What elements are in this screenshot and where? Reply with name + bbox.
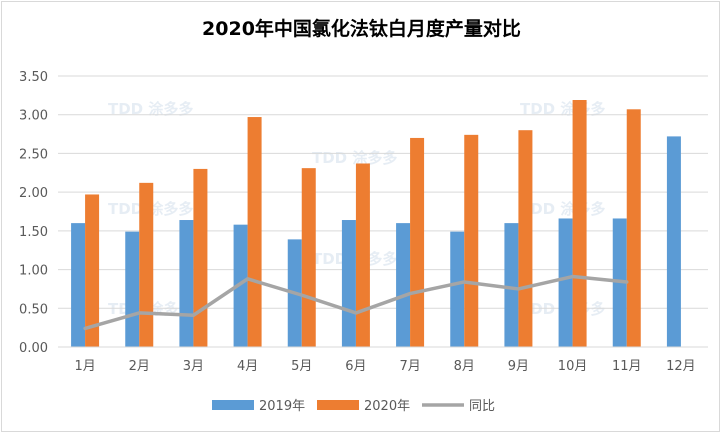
x-tick-label: 9月 bbox=[508, 359, 529, 374]
bar-2019年-1月 bbox=[71, 223, 86, 347]
y-tick-label: 2.00 bbox=[19, 186, 48, 201]
x-tick-label: 4月 bbox=[237, 359, 258, 374]
legend-label: 2019年 bbox=[259, 399, 305, 414]
legend-label: 同比 bbox=[469, 399, 495, 414]
x-tick-label: 5月 bbox=[291, 359, 312, 374]
bar-2020年-11月 bbox=[626, 109, 641, 348]
bar-2020年-6月 bbox=[355, 163, 370, 347]
bar-2019年-3月 bbox=[179, 220, 194, 347]
bar-2019年-8月 bbox=[450, 231, 465, 347]
y-tick-label: 2.50 bbox=[19, 147, 48, 162]
bar-2020年-3月 bbox=[193, 168, 208, 347]
bar-2019年-9月 bbox=[504, 223, 519, 347]
bar-2020年-10月 bbox=[572, 100, 587, 347]
line-series-同比 bbox=[83, 274, 629, 331]
y-tick-label: 3.00 bbox=[19, 109, 48, 124]
bar-2020年-8月 bbox=[464, 134, 479, 347]
x-tick-label: 12月 bbox=[666, 359, 696, 374]
bar-2020年-5月 bbox=[301, 168, 316, 347]
x-tick-label: 7月 bbox=[399, 359, 420, 374]
x-tick-label: 3月 bbox=[183, 359, 204, 374]
bar-2020年-9月 bbox=[518, 130, 533, 347]
bar-2019年-4月 bbox=[233, 224, 248, 347]
legend-swatch bbox=[212, 400, 254, 410]
x-tick-label: 1月 bbox=[74, 359, 95, 374]
x-tick-label: 6月 bbox=[345, 359, 366, 374]
x-tick-label: 2月 bbox=[129, 359, 150, 374]
bar-2020年-1月 bbox=[85, 194, 100, 347]
bar-2020年-2月 bbox=[139, 182, 154, 347]
y-tick-label: 0.50 bbox=[19, 302, 48, 317]
legend-label: 2020年 bbox=[364, 399, 410, 414]
watermark-logo: TDD 涂多多 bbox=[520, 200, 605, 218]
bar-2019年-7月 bbox=[396, 223, 411, 347]
x-tick-label: 10月 bbox=[558, 359, 588, 374]
bar-2019年-12月 bbox=[666, 136, 681, 347]
bar-2019年-10月 bbox=[558, 218, 573, 347]
bar-2019年-6月 bbox=[341, 220, 356, 347]
chart-title: 2020年中国氯化法钛白月度产量对比 bbox=[202, 18, 521, 40]
bar-2019年-2月 bbox=[125, 231, 140, 347]
watermark-logo: TDD 涂多多 bbox=[312, 149, 397, 167]
y-tick-label: 1.00 bbox=[19, 264, 48, 279]
y-tick-label: 3.50 bbox=[19, 70, 48, 85]
x-tick-label: 11月 bbox=[612, 359, 642, 374]
watermark-logo: TDD 涂多多 bbox=[520, 100, 605, 118]
watermark-logo: TDD 涂多多 bbox=[108, 100, 193, 118]
legend-swatch bbox=[317, 400, 359, 410]
bar-2020年-4月 bbox=[247, 117, 262, 347]
bar-2020年-7月 bbox=[410, 137, 425, 347]
y-tick-label: 0.00 bbox=[19, 341, 48, 356]
y-tick-label: 1.50 bbox=[19, 225, 48, 240]
x-tick-label: 8月 bbox=[454, 359, 475, 374]
